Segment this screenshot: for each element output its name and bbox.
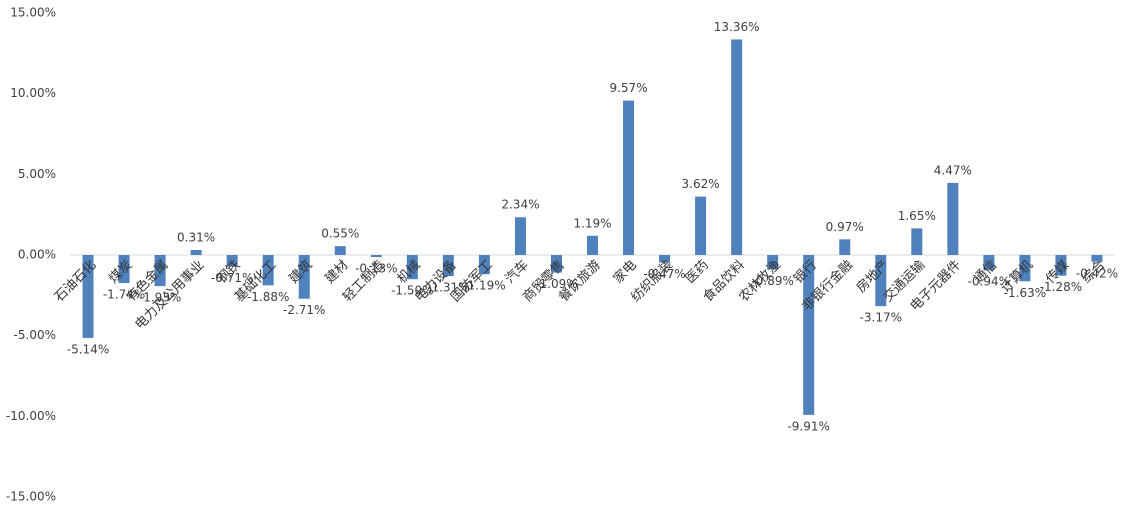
value-label: -0.13%	[355, 262, 397, 276]
value-label: 3.62%	[682, 177, 720, 191]
value-label: 0.97%	[826, 220, 864, 234]
bar	[623, 100, 635, 255]
value-label: 0.31%	[177, 230, 215, 244]
value-label: 1.65%	[898, 209, 936, 223]
bar	[1019, 255, 1031, 282]
bar	[659, 255, 671, 263]
bar	[262, 255, 274, 286]
bar	[947, 182, 959, 255]
bar	[442, 255, 454, 277]
x-tick-label: 煤炭	[106, 258, 135, 287]
value-label: -9.91%	[787, 419, 829, 433]
x-tick-label: 综合	[1079, 258, 1108, 287]
bar	[370, 255, 382, 258]
value-label: 4.47%	[934, 163, 972, 177]
bar	[1091, 255, 1103, 262]
y-tick-label: 15.00%	[10, 6, 56, 20]
value-label: -1.74%	[103, 288, 145, 302]
bar	[190, 249, 202, 255]
value-label: 9.57%	[609, 81, 647, 95]
value-label: 13.36%	[714, 20, 760, 34]
bar	[118, 255, 130, 284]
value-label: -0.42%	[1076, 266, 1118, 280]
value-label: -1.31%	[427, 281, 469, 295]
bar	[550, 255, 562, 273]
value-label: -1.93%	[139, 291, 181, 305]
y-tick-label: -10.00%	[6, 409, 56, 423]
value-label: -0.89%	[751, 274, 793, 288]
y-tick-label: 10.00%	[10, 86, 56, 100]
bar	[82, 255, 94, 338]
bar	[298, 255, 310, 299]
x-tick-label: 汽车	[502, 257, 532, 287]
bar	[587, 235, 598, 255]
value-label: -1.09%	[535, 277, 577, 291]
y-tick-label: 0.00%	[18, 248, 56, 262]
value-label: -1.50%	[391, 284, 433, 298]
y-tick-label: -15.00%	[6, 490, 56, 504]
value-label: -0.94%	[968, 275, 1010, 289]
y-tick-label: 5.00%	[18, 167, 56, 181]
x-tick-label: 医药	[683, 258, 712, 287]
x-tick-label: 建筑	[286, 257, 316, 287]
bar	[911, 228, 923, 255]
bar	[154, 255, 166, 287]
bar	[1055, 255, 1067, 276]
value-label: 0.55%	[321, 227, 359, 241]
bar	[875, 255, 887, 307]
bar	[731, 39, 743, 256]
value-label: -0.47%	[643, 267, 685, 281]
value-label: -1.19%	[463, 279, 505, 293]
bar	[983, 255, 995, 271]
value-label: 2.34%	[501, 198, 539, 212]
x-tick-label: 建材	[323, 258, 352, 287]
value-label: -1.28%	[1040, 280, 1082, 294]
bar	[334, 246, 346, 255]
x-tick-label: 机械	[395, 258, 424, 287]
value-label: -2.71%	[283, 303, 325, 317]
value-label: -1.88%	[247, 290, 289, 304]
bar	[406, 255, 418, 280]
bar	[478, 255, 490, 275]
bar	[695, 196, 707, 255]
x-tick-label: 银行	[791, 258, 820, 287]
value-label: -1.63%	[1004, 286, 1046, 300]
bar	[514, 217, 526, 255]
bar	[767, 255, 779, 270]
y-tick-label: -5.00%	[14, 328, 56, 342]
bar	[226, 255, 238, 267]
bar	[839, 239, 851, 255]
value-label: -5.14%	[67, 342, 109, 356]
x-tick-label: 家电	[610, 257, 640, 287]
value-label: 1.19%	[573, 216, 611, 230]
value-label: -3.17%	[860, 311, 902, 325]
value-label: -0.71%	[211, 271, 253, 285]
bar	[803, 255, 815, 415]
